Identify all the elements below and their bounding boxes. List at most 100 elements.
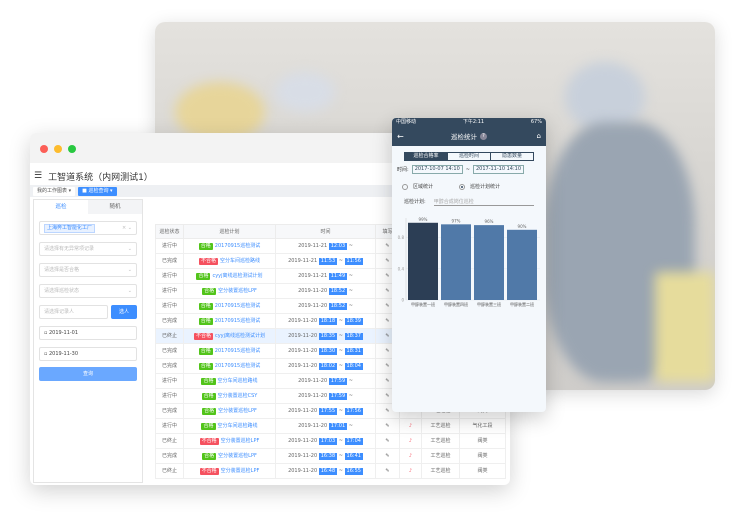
segment-hazards[interactable]: 隐患数量 [501,153,522,159]
edit-icon[interactable]: ✎ [385,302,390,309]
plan-link[interactable]: 20170915巡检测试 [214,362,261,369]
alert-cell[interactable]: ♪ [399,418,422,434]
y-tick-label: 0 [401,298,404,303]
edit-icon[interactable]: ✎ [385,437,390,444]
edit-cell[interactable]: ✎ [375,418,400,434]
edit-icon[interactable]: ✎ [385,467,390,474]
start-time: 12:03 [328,242,348,250]
tab-inspection-query[interactable]: ■ 巡检查询 ▾ [78,186,117,196]
end-time-field[interactable]: 2017-11-10 14:10 [472,165,525,174]
alert-icon[interactable]: ♪ [408,422,413,429]
radio-area-stats[interactable]: 区域统计 [402,183,433,190]
segment-time[interactable]: 巡检时间 [447,153,491,160]
minimize-button[interactable] [54,145,62,153]
edit-icon[interactable]: ✎ [385,242,390,249]
edit-cell[interactable]: ✎ [375,463,400,479]
edit-icon[interactable]: ✎ [385,452,390,459]
alert-cell[interactable]: ♪ [399,463,422,479]
help-icon[interactable]: ? [480,132,487,140]
close-button[interactable] [40,145,48,153]
clear-icon[interactable]: × [122,225,127,231]
plan-link[interactable]: cyyj离线巡检测试计划 [214,332,266,339]
home-icon[interactable]: ⌂ [536,132,541,140]
plan-link[interactable]: 空分装置巡检LPF [218,452,257,459]
radio-plan-stats[interactable]: 巡检计划统计 [459,183,500,190]
alert-cell[interactable]: ♪ [399,448,422,464]
app-title: 工智道系统（内网测试1） [48,172,153,183]
alert-icon[interactable]: ♪ [408,437,413,444]
query-button[interactable]: 查询 [39,367,137,381]
end-time: 18:31 [344,347,363,355]
edit-icon[interactable]: ✎ [385,287,390,294]
column-header: 时间 [275,224,376,239]
table-row[interactable]: 已终止 不合格 空分装置巡检LPF 2019-11-20 16:48 ~ 16:5… [155,463,506,479]
edit-icon[interactable]: ✎ [385,392,390,399]
result-badge: 合格 [202,407,217,415]
bar [507,229,537,300]
plan-link[interactable]: 空分车间巡检路线 [217,422,258,429]
start-time: 17:01 [328,422,348,430]
select-person-button[interactable]: 选人 [111,305,137,319]
tab-random[interactable]: 随机 [88,200,142,214]
end-time: 16:55 [344,467,363,475]
edit-icon[interactable]: ✎ [385,317,390,324]
edit-icon[interactable]: ✎ [385,377,390,384]
plan-link[interactable]: 空分装置巡检LPF [220,467,260,474]
result-badge: 合格 [196,272,211,280]
plant-chip[interactable]: 上海奔工智能化工厂 [44,224,96,233]
qualified-select[interactable]: 请选择是否合格 ⌄ [39,263,137,277]
edit-icon[interactable]: ✎ [385,257,390,264]
plan-link[interactable]: 空分车间巡检路线 [217,377,258,384]
time-cell: 2019-11-21 11:53 ~ 11:56 [275,253,376,269]
plan-link[interactable]: 空分装置巡检CSY [217,392,258,399]
edit-cell[interactable]: ✎ [375,448,400,464]
y-tick-label: 0.8 [398,235,405,240]
exception-select[interactable]: 请选择有无异常项记录 ⌄ [39,242,137,256]
alert-icon[interactable]: ♪ [408,452,413,459]
segment-pass-rate[interactable]: 巡检合格率 [405,153,447,160]
maximize-button[interactable] [68,145,76,153]
edit-icon[interactable]: ✎ [385,362,390,369]
recorder-input[interactable]: 请选择记录人 [39,305,108,319]
alert-icon[interactable]: ♪ [408,467,413,474]
start-time: 18:52 [328,302,348,310]
table-row[interactable]: 进行中 合格 空分车间巡检路线 2019-11-20 17:01 ~ ✎ ♪ 工艺… [155,418,506,434]
table-row[interactable]: 已终止 不合格 空分装置巡检LPF 2019-11-20 17:03 ~ 17:0… [155,433,506,449]
time-cell: 2019-11-20 16:48 ~ 16:55 [275,463,376,479]
alert-cell[interactable]: ♪ [399,433,422,449]
menu-icon[interactable]: ☰ [34,171,43,181]
tab-my-work[interactable]: 我的工作图表 ▾ [33,186,76,196]
plan-link[interactable]: 20170915巡检测试 [214,242,261,249]
edit-icon[interactable]: ✎ [385,272,390,279]
start-time: 18:02 [318,362,338,370]
edit-icon[interactable]: ✎ [385,407,390,414]
edit-cell[interactable]: ✎ [375,433,400,449]
plan-link[interactable]: 20170915巡检测试 [214,302,261,309]
status-cell: 已完成 [155,403,184,419]
edit-icon[interactable]: ✎ [385,347,390,354]
edit-icon[interactable]: ✎ [385,332,390,339]
plan-link[interactable]: 空分装置巡检LPF [218,407,257,414]
status-select[interactable]: 请选择巡检状态 ⌄ [39,284,137,298]
plan-link[interactable]: 空分装置巡检LPF [220,437,260,444]
column-header: 巡检计划 [183,224,276,239]
start-time: 11:49 [328,272,348,280]
plan-input[interactable]: 甲醇合成岗位巡检 [433,198,534,206]
plan-link[interactable]: 空分装置巡检LPF [218,287,257,294]
area-cell: 气化工段 [459,418,506,434]
start-date-input[interactable]: ▫ 2019-11-01 [39,326,137,340]
plan-cell: 不合格 cyyj离线巡检测试计划 [183,328,276,344]
edit-icon[interactable]: ✎ [385,422,390,429]
plant-select[interactable]: 上海奔工智能化工厂 × ⌄ [39,221,137,235]
result-badge: 合格 [201,392,216,400]
status-cell: 进行中 [155,388,184,404]
plan-link[interactable]: 20170915巡检测试 [214,347,261,354]
plan-link[interactable]: 20170915巡检测试 [214,317,261,324]
plan-link[interactable]: 空分车间巡检路线 [220,257,261,264]
plan-link[interactable]: cyyj离线巡检测试计划 [212,272,263,279]
back-arrow-icon[interactable]: ← [397,131,404,141]
tab-inspection[interactable]: 巡检 [34,200,88,214]
start-time-field[interactable]: 2017-10-07 14:10 [411,165,463,174]
table-row[interactable]: 已完成 合格 空分装置巡检LPF 2019-11-20 16:38 ~ 16:41… [155,448,506,464]
end-date-input[interactable]: ▫ 2019-11-30 [39,347,137,361]
